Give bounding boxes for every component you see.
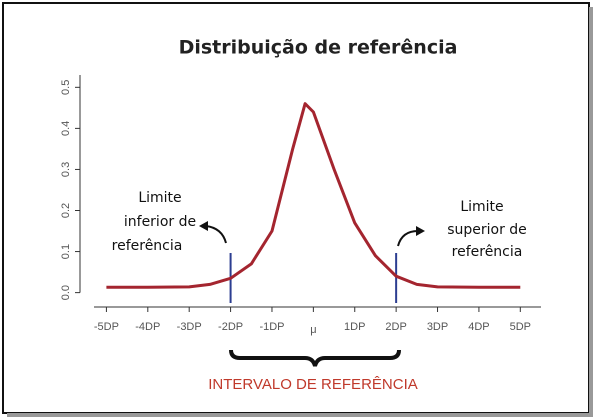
x-tick-label: -1DP xyxy=(259,321,284,333)
arrow xyxy=(205,225,227,244)
y-tick-label: 0.3 xyxy=(60,162,72,177)
arrow xyxy=(397,230,419,247)
x-tick-label: -5DP xyxy=(94,321,119,333)
x-tick-label: -4DP xyxy=(135,321,160,333)
y-tick-label: 0.5 xyxy=(60,80,72,95)
y-tick-label: 0.1 xyxy=(60,244,72,259)
annotation: superior de xyxy=(447,222,527,238)
interval-label: INTERVALO DE REFERÊNCIA xyxy=(208,376,418,393)
x-tick-label: -3DP xyxy=(177,321,202,333)
annotation: referência xyxy=(112,238,183,254)
x-tick-label: 5DP xyxy=(510,321,531,333)
x-tick-label: μ xyxy=(310,324,316,336)
annotation: Limite xyxy=(138,190,181,206)
arrow-head xyxy=(416,226,425,236)
x-tick-label: 2DP xyxy=(385,321,406,333)
line xyxy=(106,102,521,289)
y-tick-label: 0.4 xyxy=(60,121,72,136)
x-tick-label: -2DP xyxy=(218,321,243,333)
x-tick-label: 3DP xyxy=(427,321,448,333)
annotation: inferior de xyxy=(124,214,196,230)
frame xyxy=(2,2,590,414)
x-tick-label: 1DP xyxy=(344,321,365,333)
plot-area: 0.0 0.1 0.2 0.3 0.4 0.5 -5DP -4DP -3DP -2DP -1DP μ 1… xyxy=(60,75,541,336)
x-tick-label: 4DP xyxy=(468,321,489,333)
y-tick-label: 0.0 xyxy=(60,285,72,300)
chart-title: Distribuição de referência xyxy=(179,37,458,59)
frame-shadow xyxy=(589,7,593,415)
annotation: referência xyxy=(452,244,523,260)
annotation: Limite xyxy=(460,199,503,215)
y-tick-label: 0.2 xyxy=(60,203,72,218)
arrow-head xyxy=(199,221,208,231)
brace xyxy=(229,349,401,367)
frame-shadow xyxy=(7,413,593,417)
